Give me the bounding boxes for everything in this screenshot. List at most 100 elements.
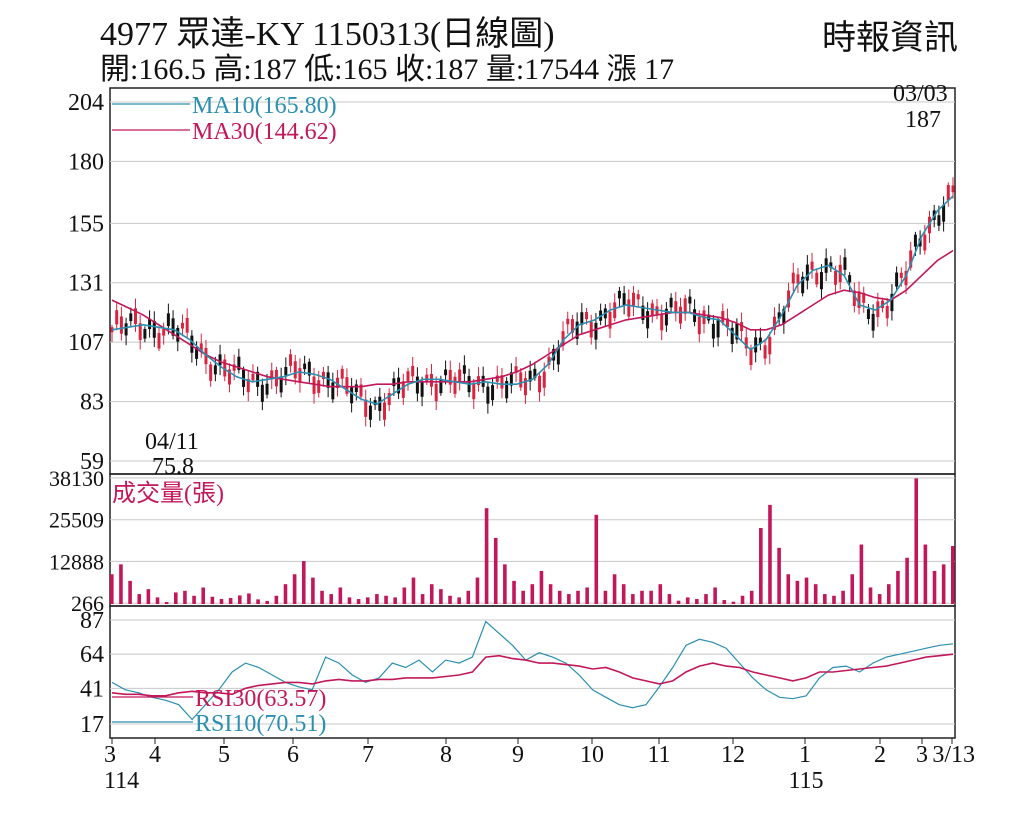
candle-body [617, 290, 621, 299]
volume-title: 成交量(張) [112, 480, 224, 507]
candle-body [152, 320, 156, 338]
candle-body [749, 347, 753, 366]
candlestick-series [110, 177, 955, 428]
candle-body [444, 369, 448, 376]
price-axis: 204 180 155 131 107 83 59 [68, 90, 104, 475]
rsi30-line [111, 653, 954, 697]
candle-body [613, 302, 617, 319]
candle-body [594, 322, 598, 340]
volume-bar [713, 587, 717, 604]
volume-bar [594, 514, 599, 604]
ma30-legend: MA30(144.62) [192, 119, 337, 145]
x-tick-label: 10 [580, 742, 604, 768]
candle-body [227, 369, 231, 385]
candle-body [312, 376, 316, 394]
ma10-line [111, 195, 954, 405]
candle-body [608, 311, 612, 329]
x-tick-label: 7 [362, 742, 374, 768]
candle-body [547, 356, 551, 365]
candle-body [223, 359, 227, 377]
volume-bar [274, 595, 279, 604]
volume-bar [832, 595, 836, 604]
candle-body [321, 371, 325, 379]
volume-tick-label: 38130 [49, 466, 104, 491]
candle-body [345, 377, 349, 394]
candle-body [138, 323, 142, 340]
volume-bar [749, 590, 754, 604]
candle-body [505, 380, 509, 399]
candle-body [556, 347, 560, 365]
candle-body [791, 272, 795, 284]
volume-bar [402, 587, 407, 604]
candle-body [725, 318, 729, 327]
candle-body [895, 272, 899, 287]
candle-body [951, 185, 955, 193]
source-label: 時報資訊 [822, 20, 958, 57]
volume-bar [685, 597, 690, 604]
volume-bar [329, 594, 333, 604]
high-value-annotation: 187 [905, 107, 941, 133]
candle-body [359, 384, 363, 397]
price-panel-frame [109, 87, 956, 475]
candle-body [176, 327, 180, 342]
volume-bar [932, 570, 937, 604]
volume-bar [338, 587, 343, 604]
candle-body [646, 311, 650, 329]
candle-body [918, 238, 922, 247]
x-tick-label: 4 [149, 742, 161, 768]
candle-body [157, 333, 161, 349]
candle-body [890, 293, 894, 312]
candle-body [636, 294, 640, 300]
candle-body [754, 337, 758, 353]
candle-body [848, 275, 852, 283]
volume-bar [658, 584, 663, 604]
volume-bar [567, 594, 571, 604]
candle-body [190, 335, 194, 353]
candle-body [279, 376, 283, 393]
candle-body [801, 276, 805, 294]
volume-bar [868, 587, 873, 604]
volume-bar [923, 544, 928, 604]
candle-body [448, 369, 452, 385]
volume-bar [110, 574, 114, 604]
candle-body [162, 328, 166, 336]
volume-bar [201, 587, 206, 604]
candle-body [270, 370, 274, 380]
volume-bar [365, 597, 370, 604]
candle-body [246, 379, 250, 393]
rsi-tick-label: 41 [80, 676, 104, 702]
volume-bar [887, 584, 891, 604]
x-tick-label: 9 [512, 742, 524, 768]
volume-bar [173, 592, 178, 604]
high-date-annotation: 03/03 [893, 81, 948, 107]
volume-bar [256, 599, 260, 604]
candle-body [453, 376, 457, 394]
volume-bar [393, 597, 397, 604]
x-tick-label: 11 [647, 742, 670, 768]
candle-body [364, 399, 368, 417]
candle-body [716, 320, 720, 338]
x-tick-label: 3/13 [932, 742, 975, 768]
candle-body [307, 361, 311, 376]
rsi10-line [111, 620, 954, 721]
candle-body [580, 312, 584, 325]
x-tick-label: 2 [874, 742, 886, 768]
candle-body [871, 313, 875, 331]
volume-bar [804, 577, 809, 604]
x-tick-label: 3 [916, 742, 928, 768]
rsi30-legend: RSI30(63.57) [195, 686, 326, 712]
x-tick-label: 12 [721, 742, 745, 768]
candle-body [632, 292, 636, 307]
volume-bar [493, 537, 498, 604]
candle-body [491, 385, 495, 401]
candle-body [768, 336, 772, 355]
candle-body [763, 345, 767, 359]
volume-bar [676, 600, 681, 604]
volume-bar [640, 590, 644, 604]
volume-bar [448, 595, 452, 604]
volume-bar [695, 599, 699, 604]
candle-body [735, 323, 739, 340]
volume-bar [603, 590, 608, 604]
candle-body [378, 396, 382, 411]
price-tick-label: 155 [68, 211, 104, 237]
